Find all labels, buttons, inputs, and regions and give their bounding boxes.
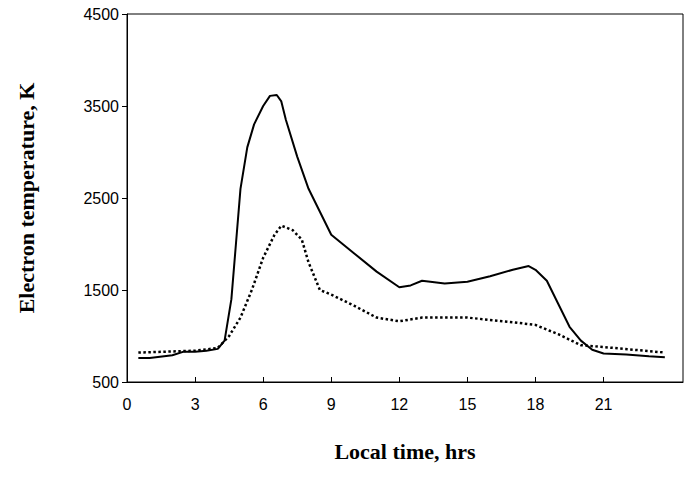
svg-text:Electron temperature, K: Electron temperature, K (14, 83, 39, 314)
svg-text:18: 18 (527, 396, 545, 413)
svg-text:21: 21 (595, 396, 613, 413)
svg-text:6: 6 (259, 396, 268, 413)
svg-text:0: 0 (123, 396, 132, 413)
svg-text:Local time, hrs: Local time, hrs (334, 439, 476, 464)
svg-text:2500: 2500 (83, 190, 119, 207)
svg-text:9: 9 (327, 396, 336, 413)
svg-text:1500: 1500 (83, 282, 119, 299)
svg-text:4500: 4500 (83, 6, 119, 23)
svg-text:500: 500 (92, 374, 119, 391)
svg-text:12: 12 (390, 396, 408, 413)
svg-text:3500: 3500 (83, 98, 119, 115)
svg-text:3: 3 (191, 396, 200, 413)
svg-text:15: 15 (459, 396, 477, 413)
